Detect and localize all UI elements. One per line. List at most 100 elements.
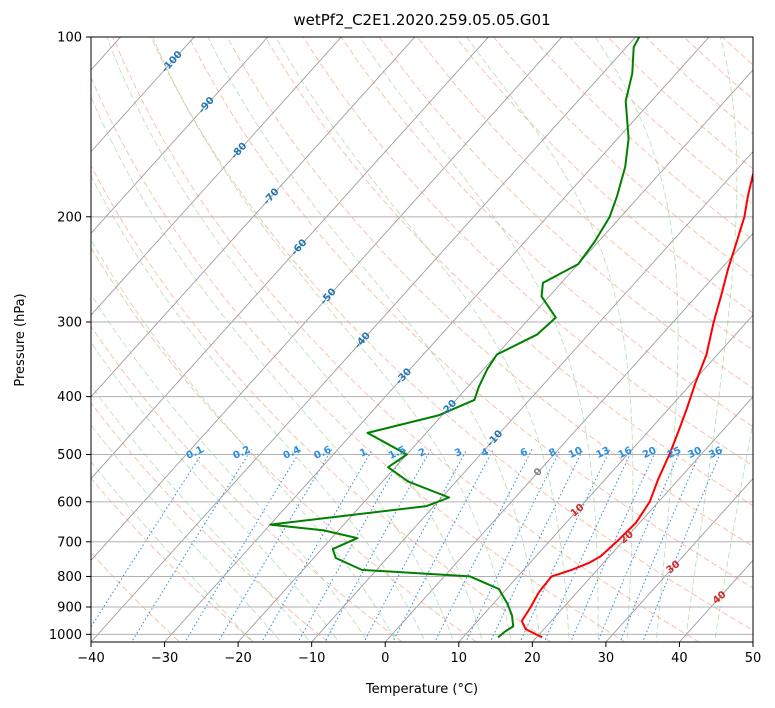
mixing-ratio-line	[184, 449, 302, 642]
x-tick-label: 0	[381, 651, 389, 666]
y-axis: 100 200 300 400 500 600 700 800 900 1000	[49, 31, 91, 643]
mixing-ratio-label: 30	[686, 445, 703, 461]
isotherm-line	[384, 232, 753, 642]
y-tick-label: 600	[57, 495, 82, 510]
mixing-ratio-line	[619, 449, 702, 642]
x-tick-label: −30	[151, 651, 178, 666]
y-tick-label: 300	[57, 315, 82, 330]
mixing-ratio-label: 1	[358, 447, 369, 460]
dry-adiabat-line	[91, 477, 255, 642]
dry-adiabat-line	[417, 37, 753, 351]
mixing-ratio-label: 4	[480, 447, 491, 460]
temperature-profile-line	[520, 171, 753, 638]
moist-adiabat-line	[106, 37, 484, 642]
mixing-ratio-label: 20	[641, 445, 658, 461]
moist-adiabat-line	[466, 37, 634, 642]
x-tick-label: 20	[524, 651, 541, 666]
dry-adiabat-line	[760, 37, 775, 647]
moist-adiabat-line	[152, 37, 512, 642]
moist-adiabat-line	[91, 174, 426, 642]
mixing-ratio-label: 6	[519, 447, 530, 460]
mixing-ratio-line	[130, 449, 252, 642]
moist-adiabat-line	[91, 293, 369, 642]
x-tick-label: −20	[224, 651, 251, 666]
y-tick-label: 100	[57, 31, 82, 46]
x-tick-label: 40	[671, 651, 688, 666]
isotherm-line	[0, 24, 59, 647]
isotherm-line	[91, 37, 269, 235]
dry-adiabat-line	[340, 37, 753, 428]
plot-frame	[90, 36, 754, 643]
dry-adiabat-line	[455, 37, 753, 314]
y-tick-label: 400	[57, 390, 82, 405]
y-tick-label: 900	[57, 600, 82, 615]
x-tick-label: 50	[745, 651, 762, 666]
dry-adiabat-line	[264, 37, 753, 507]
mixing-ratio-line	[642, 449, 723, 642]
moist-adiabat-line	[275, 37, 570, 642]
isobar-gridlines	[91, 37, 753, 635]
dry-adiabat-line	[188, 37, 753, 589]
mixing-ratio-line	[91, 449, 206, 628]
x-tick-label: −10	[298, 651, 325, 666]
mixing-ratio-line	[489, 449, 584, 642]
isotherm-line	[91, 37, 416, 398]
mixing-ratio-label: 16	[617, 445, 634, 461]
y-tick-label: 1000	[49, 628, 82, 643]
mixing-ratio-label: 36	[707, 445, 724, 461]
moist-adiabat-line	[91, 239, 397, 642]
isotherm-line	[237, 69, 753, 642]
dry-adiabat-line	[302, 37, 753, 467]
moist-adiabat-line	[207, 37, 541, 642]
mixing-ratio-line	[217, 449, 333, 642]
isotherm-line	[91, 37, 489, 480]
x-tick-label: 10	[451, 651, 468, 666]
y-tick-label: 800	[57, 570, 82, 585]
isotherm-line	[531, 396, 753, 642]
mixing-ratio-label: 10	[567, 445, 584, 461]
moist-adiabat-line	[91, 384, 311, 642]
moist-adiabat-line	[594, 37, 679, 642]
moist-adiabats	[91, 37, 753, 642]
isotherm-line	[91, 37, 637, 642]
mixing-ratio-label: 8	[547, 447, 558, 460]
chart-title: wetPf2_C2E1.2020.259.05.05.G01	[293, 11, 550, 30]
dry-adiabat-line	[91, 164, 552, 642]
moist-adiabat-line	[91, 461, 253, 642]
mixing-ratio-label: 25	[666, 445, 683, 461]
dewpoint-profile-line	[269, 37, 641, 638]
dry-adiabat-line	[91, 247, 478, 642]
moist-adiabat-line	[684, 37, 738, 642]
isotherm-line	[91, 37, 563, 561]
isotherm-line	[311, 150, 753, 642]
x-axis-label: Temperature (°C)	[365, 682, 478, 697]
x-axis: −40 −30 −20 −10 0 10 20 30 40 50	[77, 642, 761, 666]
mixing-ratio-label: 2	[417, 447, 428, 460]
moist-adiabat-line	[714, 420, 753, 642]
x-tick-label: −40	[77, 651, 104, 666]
y-tick-label: 500	[57, 448, 82, 463]
y-tick-label: 700	[57, 535, 82, 550]
isotherm-line	[91, 37, 195, 153]
moist-adiabat-line	[91, 95, 455, 642]
x-tick-label: 30	[598, 651, 615, 666]
isotherm-line	[91, 37, 342, 316]
dry-adiabat-line	[150, 37, 753, 631]
isotherm-line	[605, 477, 753, 642]
profile-lines	[269, 37, 753, 638]
mixing-ratio-label: 3	[453, 447, 464, 460]
moist-adiabat-line	[91, 424, 282, 642]
dry-adiabat-line	[112, 37, 700, 642]
mixing-ratio-line	[465, 449, 561, 642]
isotherm-line	[458, 314, 753, 642]
dry-adiabat-line	[226, 37, 753, 547]
moist-adiabat-line	[359, 37, 599, 642]
mixing-ratio-line	[519, 449, 611, 642]
y-tick-label: 200	[57, 210, 82, 225]
dry-adiabats	[91, 37, 775, 647]
mixing-ratio-line	[261, 449, 373, 642]
mixing-ratio-label: 13	[594, 445, 611, 461]
y-axis-label: Pressure (hPa)	[13, 293, 28, 386]
dry-adiabat-line	[91, 76, 626, 642]
